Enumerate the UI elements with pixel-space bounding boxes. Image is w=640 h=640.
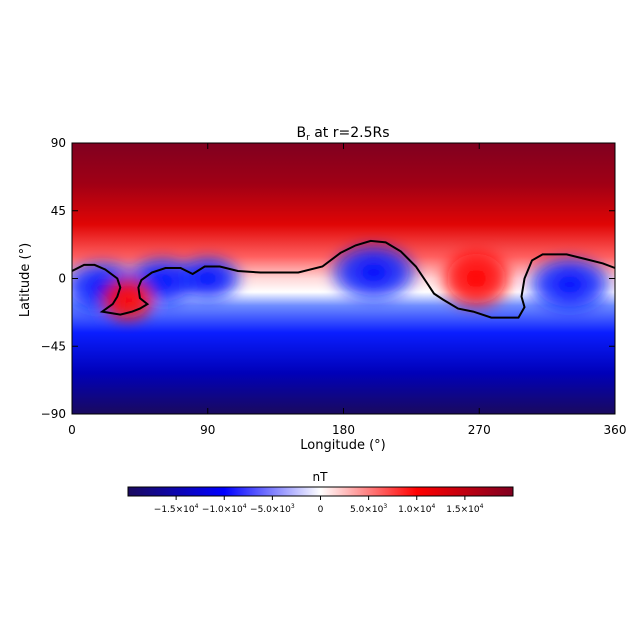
y-tick-label: −90 — [41, 407, 66, 421]
y-tick-label: 90 — [51, 136, 66, 150]
colorbar-tick-label: −5.0×103 — [250, 503, 295, 515]
x-tick-label: 180 — [332, 423, 355, 437]
colorbar-tick-label: 1.0×104 — [398, 503, 435, 515]
colorbar — [127, 486, 514, 497]
y-tick-label: −45 — [41, 339, 66, 353]
positive-lobe-1 — [436, 244, 517, 313]
heatmap-plot — [72, 143, 615, 414]
colorbar-tick-label: 1.5×104 — [446, 503, 483, 515]
y-axis: −90 −45 0 45 90 — [41, 136, 615, 421]
negative-lobe-3 — [325, 240, 422, 305]
x-tick-label: 270 — [468, 423, 491, 437]
y-axis-label: Latitude (°) — [18, 243, 33, 317]
colorbar-tick-label: −1.5×104 — [154, 503, 199, 515]
negative-lobe-4 — [523, 253, 615, 316]
y-tick-label: 0 — [58, 272, 66, 286]
x-axis-label: Longitude (°) — [300, 438, 385, 453]
y-tick-label: 45 — [51, 204, 66, 218]
colorbar-tick-label: 5.0×103 — [350, 503, 387, 515]
colorbar-tick-label: 0 — [318, 505, 324, 515]
colorbar-ticks: −1.5×104 −1.0×104 −5.0×103 0 5.0×103 1.0×104 1… — [154, 496, 484, 515]
x-axis: 0 90 180 270 360 — [68, 143, 626, 437]
x-tick-label: 360 — [604, 423, 627, 437]
colorbar-tick-label: −1.0×104 — [202, 503, 247, 515]
chart-title: Br at r=2.5Rs — [296, 125, 389, 143]
colorbar-label: nT — [313, 470, 329, 484]
polarity-inversion-line — [71, 239, 616, 319]
x-tick-label: 90 — [200, 423, 215, 437]
x-tick-label: 0 — [68, 423, 76, 437]
positive-lobe-0 — [96, 273, 159, 326]
negative-lobe-2 — [169, 253, 246, 304]
